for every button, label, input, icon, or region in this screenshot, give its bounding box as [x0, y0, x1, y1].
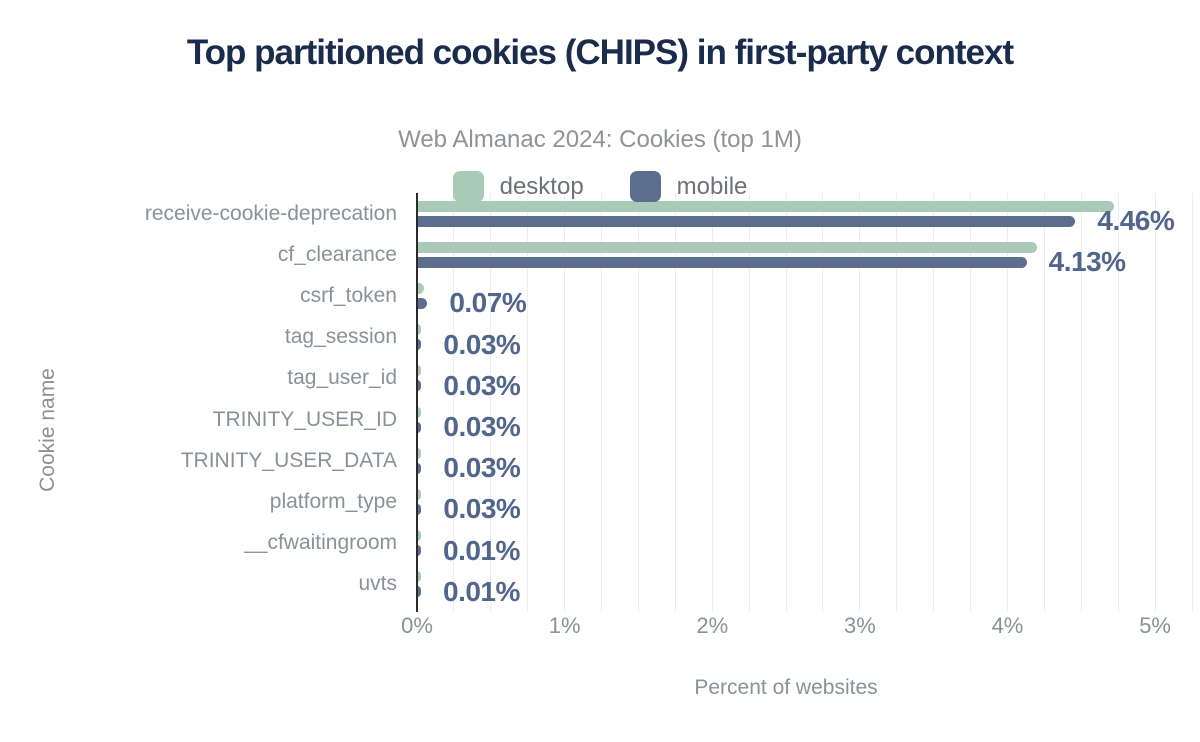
legend-item-desktop[interactable]: desktop [452, 171, 584, 202]
x-tick-label: 0% [401, 613, 433, 638]
gridline [601, 193, 603, 612]
gridline [453, 193, 455, 612]
category-label: cf_clearance [277, 242, 397, 266]
gridline [896, 193, 898, 612]
bar-desktop [417, 241, 1037, 253]
category-label: csrf_token [300, 283, 397, 307]
legend-item-mobile[interactable]: mobile [629, 171, 748, 202]
bar-mobile [417, 503, 422, 515]
bar-value-label: 0.03% [443, 328, 521, 360]
category-label: tag_session [284, 325, 397, 349]
gridline [564, 193, 566, 612]
plot-area: 4.46% 4.13% 0.07% 0.03% 0.03% 0.03% 0.03% 0.03%… [401, 193, 1193, 638]
bar-mobile [417, 421, 422, 433]
legend-label-mobile: mobile [676, 172, 748, 200]
gridline [1154, 193, 1156, 612]
bar-mobile [417, 215, 1076, 227]
gridline [748, 193, 750, 612]
gridline [822, 193, 824, 612]
bar-value-label: 0.01% [443, 534, 520, 566]
x-tick-label: 2% [696, 613, 729, 638]
category-label: platform_type [269, 489, 397, 513]
page-subtitle: Web Almanac 2024: Cookies (top 1M) [398, 126, 802, 153]
bar-mobile [417, 545, 421, 557]
gridline [1191, 193, 1193, 612]
bar-row: 0.01% [417, 523, 1192, 566]
x-tick-label: 4% [991, 613, 1024, 638]
bar-desktop [417, 447, 422, 459]
category-label: uvts [358, 572, 397, 596]
bar-mobile [417, 380, 422, 392]
bar-row: 0.01% [417, 564, 1192, 607]
legend: desktop mobile [0, 171, 1200, 202]
bar-row: 0.03% [417, 399, 1192, 443]
page-title: Top partitioned cookies (CHIPS) in first… [186, 33, 1014, 72]
x-tick-label: 5% [1139, 613, 1171, 638]
bar-mobile [417, 462, 422, 474]
gridline [1117, 193, 1119, 612]
gridline [933, 193, 935, 612]
bar-value-label: 0.03% [443, 411, 521, 443]
bar-row: 0.03% [417, 481, 1192, 525]
gridline [1006, 193, 1008, 612]
bar-mobile [417, 339, 422, 351]
mobile-swatch-icon [629, 171, 661, 202]
desktop-swatch-icon [452, 171, 484, 202]
bar-value-label: 0.03% [443, 452, 521, 484]
bar-value-label: 4.13% [1048, 246, 1126, 278]
bar-desktop [417, 365, 422, 377]
gridline [490, 193, 492, 612]
category-label: __cfwaitingroom [244, 531, 397, 555]
category-label: TRINITY_USER_ID [212, 407, 397, 431]
gridline [674, 193, 676, 612]
bar-mobile [417, 297, 428, 309]
y-axis-line [416, 193, 418, 612]
bar-value-label: 0.07% [449, 287, 527, 319]
bar-desktop [417, 530, 421, 542]
gridline [970, 193, 972, 612]
bar-row: 0.03% [417, 440, 1192, 484]
bar-desktop [417, 282, 425, 294]
legend-label-desktop: desktop [499, 172, 584, 200]
bar-mobile [417, 586, 421, 598]
gridline [527, 193, 529, 612]
bar-desktop [417, 324, 422, 336]
bar-desktop [417, 406, 422, 418]
bar-mobile [417, 256, 1027, 268]
gridline [859, 193, 861, 612]
category-label: tag_user_id [287, 366, 397, 390]
bar-value-label: 0.03% [443, 369, 521, 401]
bar-row: 0.03% [417, 317, 1192, 360]
y-axis-title: Cookie name [36, 368, 59, 492]
gridline [1043, 193, 1045, 612]
bar-value-label: 4.46% [1097, 205, 1175, 237]
bar-desktop [417, 200, 1114, 212]
bar-value-label: 0.03% [443, 493, 521, 525]
category-label: receive-cookie-deprecation [144, 201, 397, 225]
x-axis-title: Percent of websites [694, 676, 878, 699]
bar-desktop [417, 571, 421, 583]
category-label: TRINITY_USER_DATA [180, 448, 397, 472]
bar-row: 4.13% [417, 234, 1192, 278]
gridline [637, 193, 639, 612]
gridline [1080, 193, 1082, 612]
gridline [711, 193, 713, 612]
x-tick-label: 3% [843, 613, 876, 638]
bar-row: 0.03% [417, 358, 1192, 401]
bar-value-label: 0.01% [443, 575, 520, 607]
bar-row: 0.07% [417, 275, 1192, 319]
gridline [785, 193, 787, 612]
bar-row: 4.46% [417, 193, 1192, 237]
x-tick-label: 1% [548, 613, 581, 638]
bar-desktop [417, 488, 422, 500]
